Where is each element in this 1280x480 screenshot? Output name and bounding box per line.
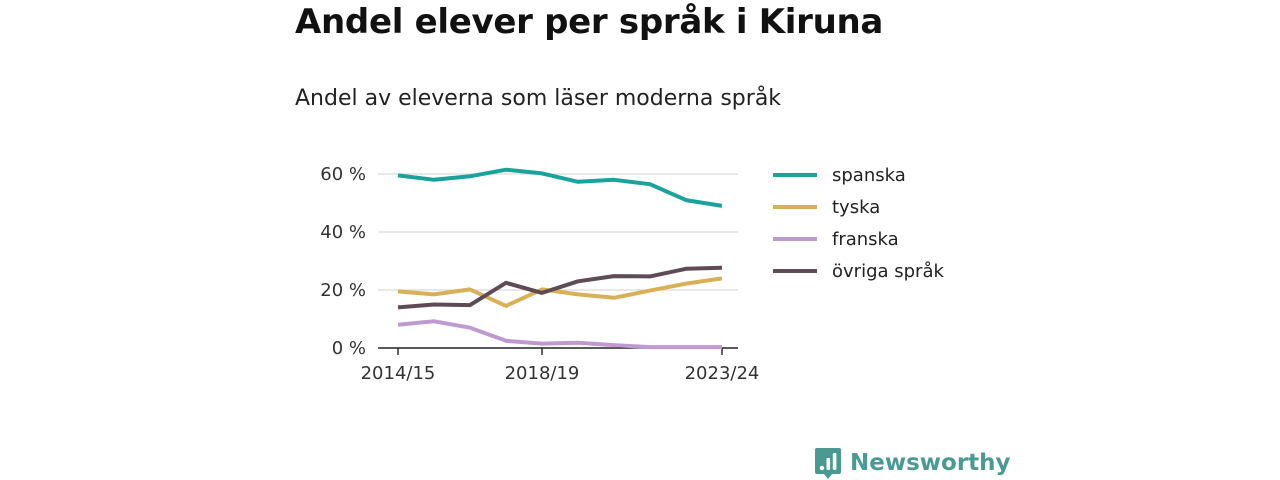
- legend: spanska tyska franska övriga språk: [773, 165, 944, 282]
- series-line-1: [397, 276, 723, 308]
- series-line-0: [397, 167, 723, 208]
- brand: Newsworthy: [814, 446, 1011, 480]
- chart-subtitle: Andel av eleverna som läser moderna språ…: [295, 86, 782, 111]
- x-tick-label: 2023/24: [685, 363, 760, 384]
- legend-label: övriga språk: [832, 261, 944, 282]
- legend-label: franska: [832, 229, 899, 250]
- legend-label: spanska: [832, 165, 906, 186]
- grid-lines: 0 % 20 % 40 % 60 %: [320, 164, 738, 359]
- x-tick-label: 2014/15: [361, 363, 436, 384]
- chart-title: Andel elever per språk i Kiruna: [295, 2, 884, 42]
- x-axis: 2014/15 2018/19 2023/24: [361, 347, 760, 384]
- x-tick-label: 2018/19: [505, 363, 580, 384]
- series-line-2: [397, 319, 722, 350]
- legend-label: tyska: [832, 197, 880, 218]
- series-line-3: [397, 265, 723, 310]
- newsworthy-logo-icon: [815, 448, 841, 479]
- y-tick-label: 0 %: [332, 338, 366, 359]
- y-tick-label: 20 %: [320, 280, 366, 301]
- y-tick-label: 60 %: [320, 164, 366, 185]
- y-tick-label: 40 %: [320, 222, 366, 243]
- series-lines: [397, 167, 723, 350]
- brand-name: Newsworthy: [850, 450, 1011, 476]
